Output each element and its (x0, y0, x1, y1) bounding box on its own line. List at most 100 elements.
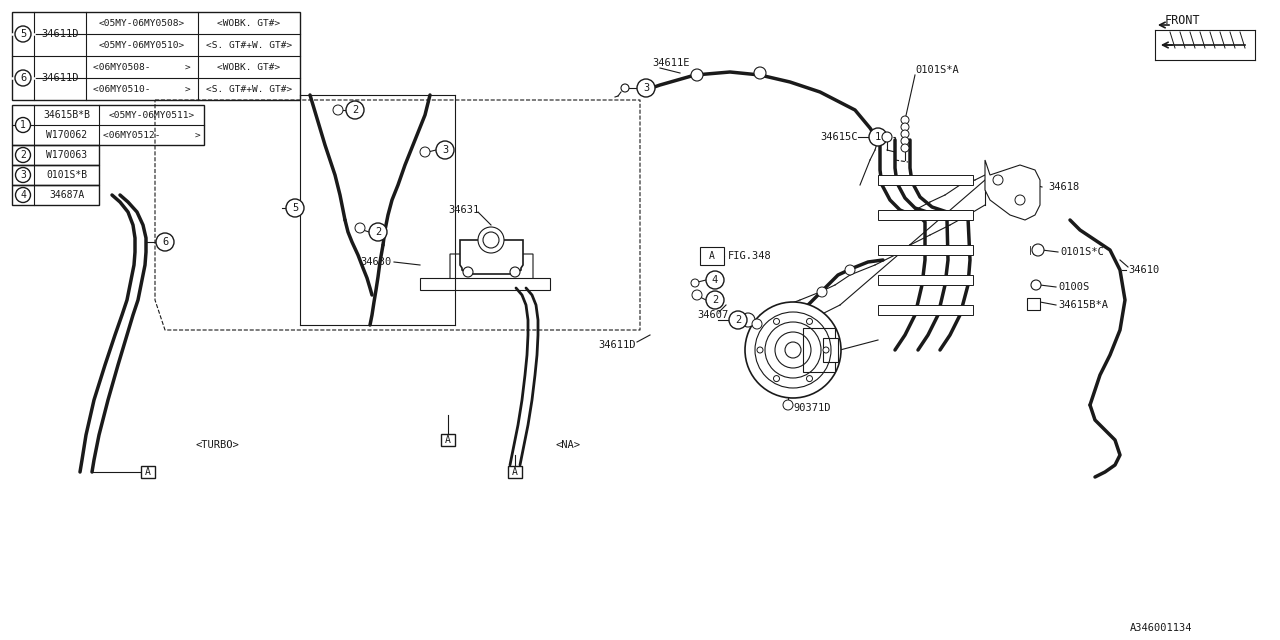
Circle shape (901, 116, 909, 124)
Text: 34611E: 34611E (652, 58, 690, 68)
Circle shape (463, 267, 474, 277)
Text: 34615B*B: 34615B*B (44, 110, 90, 120)
Text: W170063: W170063 (46, 150, 87, 160)
Circle shape (15, 26, 31, 42)
Text: 34607: 34607 (698, 310, 728, 320)
Bar (878, 175, 973, 185)
Text: <05MY-06MY0510>: <05MY-06MY0510> (99, 40, 186, 49)
Text: 34630: 34630 (360, 257, 392, 267)
Text: FRONT: FRONT (1165, 13, 1201, 26)
Circle shape (745, 302, 841, 398)
Text: 1: 1 (874, 132, 881, 142)
Text: <S. GT#+W. GT#>: <S. GT#+W. GT#> (206, 84, 292, 93)
Bar (878, 305, 973, 315)
Circle shape (773, 376, 780, 381)
Circle shape (1032, 244, 1044, 256)
Text: 34611D: 34611D (41, 73, 79, 83)
Text: 6: 6 (20, 73, 26, 83)
Polygon shape (460, 240, 524, 274)
Text: <06MY0512-      >: <06MY0512- > (102, 131, 201, 140)
Bar (12, 185, 99, 205)
Text: 1: 1 (20, 120, 26, 130)
Circle shape (346, 101, 364, 119)
Text: 34687A: 34687A (49, 190, 84, 200)
Text: <S. GT#+W. GT#>: <S. GT#+W. GT#> (206, 40, 292, 49)
Circle shape (783, 400, 794, 410)
Bar (442, 434, 454, 446)
Bar (823, 338, 838, 362)
Bar (1027, 298, 1039, 310)
Circle shape (477, 227, 504, 253)
Text: <06MY0508-      >: <06MY0508- > (93, 63, 191, 72)
Bar (12, 165, 99, 185)
Circle shape (882, 132, 892, 142)
Text: <05MY-06MY0511>: <05MY-06MY0511> (109, 111, 195, 120)
Text: 2: 2 (712, 295, 718, 305)
Circle shape (1015, 195, 1025, 205)
Circle shape (691, 69, 703, 81)
Text: 4: 4 (20, 190, 26, 200)
Text: 34611D: 34611D (598, 340, 635, 350)
Text: 5: 5 (292, 203, 298, 213)
Bar (878, 210, 973, 220)
Bar (878, 275, 973, 285)
Bar (141, 466, 155, 478)
Circle shape (901, 123, 909, 131)
Polygon shape (986, 160, 1039, 220)
Text: A: A (445, 435, 451, 445)
Circle shape (823, 347, 829, 353)
Text: 2: 2 (352, 105, 358, 115)
Circle shape (692, 290, 701, 300)
Text: 5: 5 (20, 29, 26, 39)
Text: 34615B*A: 34615B*A (1059, 300, 1108, 310)
Text: <NA>: <NA> (556, 440, 580, 450)
Bar (12, 105, 204, 145)
Circle shape (420, 147, 430, 157)
Text: A: A (709, 251, 716, 261)
Text: 6: 6 (161, 237, 168, 247)
Circle shape (156, 233, 174, 251)
Text: <06MY0510-      >: <06MY0510- > (93, 84, 191, 93)
Circle shape (773, 319, 780, 324)
Text: <WOBK. GT#>: <WOBK. GT#> (218, 19, 280, 28)
Circle shape (436, 141, 454, 159)
Text: <TURBO>: <TURBO> (195, 440, 239, 450)
Text: W170062: W170062 (46, 130, 87, 140)
Text: 3: 3 (442, 145, 448, 155)
Text: <WOBK. GT#>: <WOBK. GT#> (218, 63, 280, 72)
Text: A: A (512, 467, 518, 477)
Text: 2: 2 (20, 150, 26, 160)
Circle shape (806, 319, 813, 324)
Text: 34610: 34610 (1128, 265, 1160, 275)
Text: 0101S*B: 0101S*B (46, 170, 87, 180)
Circle shape (753, 319, 762, 329)
Text: 3: 3 (643, 83, 649, 93)
Circle shape (637, 79, 655, 97)
Bar (803, 328, 835, 372)
Text: 2: 2 (735, 315, 741, 325)
Circle shape (1030, 280, 1041, 290)
Circle shape (691, 279, 699, 287)
Bar (508, 466, 522, 478)
Text: 4: 4 (712, 275, 718, 285)
Text: 34615C: 34615C (820, 132, 858, 142)
Circle shape (15, 188, 31, 202)
Circle shape (333, 105, 343, 115)
Text: 0100S: 0100S (1059, 282, 1089, 292)
Circle shape (901, 130, 909, 138)
Bar (12, 12, 300, 100)
Circle shape (901, 137, 909, 145)
Text: 90371D: 90371D (794, 403, 831, 413)
Circle shape (869, 128, 887, 146)
Text: FIG.348: FIG.348 (728, 251, 772, 261)
Text: 0101S*A: 0101S*A (915, 65, 959, 75)
Text: A: A (145, 467, 151, 477)
Circle shape (754, 67, 765, 79)
Circle shape (15, 147, 31, 163)
Circle shape (509, 267, 520, 277)
Circle shape (15, 70, 31, 86)
Circle shape (901, 144, 909, 152)
Text: 3: 3 (20, 170, 26, 180)
Circle shape (741, 313, 755, 327)
Bar (700, 247, 724, 265)
